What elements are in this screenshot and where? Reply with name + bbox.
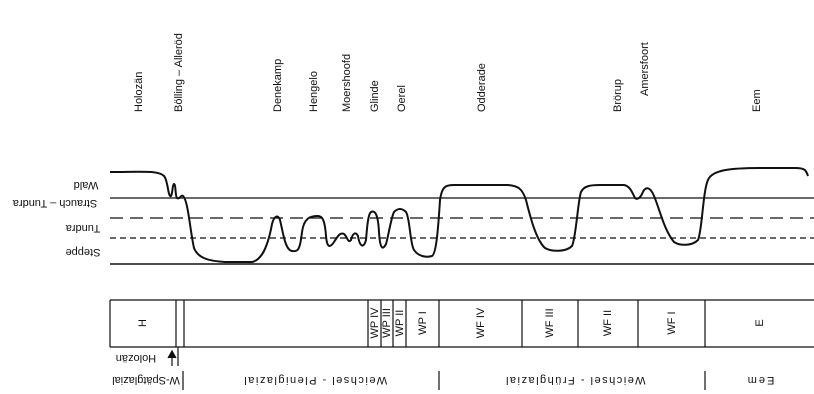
zone-wp1: WP I [417, 311, 429, 335]
label-steppe: Steppe [66, 246, 101, 258]
zone-wp4: WP IV [369, 307, 381, 339]
vegetation-curve [109, 167, 809, 263]
zone-strip [109, 299, 814, 348]
zone-h: H [137, 319, 149, 327]
zone-wf1: WF I [666, 311, 678, 334]
label-w-spaetglazial: W-Spätglazial [112, 374, 180, 386]
label-weichsel-pleniglazial: Weichsel - Pleniglazial [243, 374, 387, 386]
holozaen-marker [167, 347, 179, 366]
zone-wf2: WF II [602, 310, 614, 336]
label-odderade: Odderade [476, 63, 488, 112]
label-strauch-tundra: Strauch – Tundra [12, 197, 97, 209]
zone-e: E [754, 319, 766, 326]
zone-wp3: WP III [381, 308, 393, 338]
period-dividers [182, 371, 706, 390]
label-eem-bottom: Eem [746, 374, 775, 386]
label-boelling-alleroed: Bölling – Alleröd [173, 33, 185, 112]
label-holozaen-bottom: Holozän [116, 352, 156, 364]
label-broerup: Brörup [612, 79, 624, 112]
label-glinde: Glinde [369, 80, 381, 112]
label-denekamp: Denekamp [272, 59, 284, 112]
level-lines [110, 197, 814, 265]
zone-labels: H WP IV WP III WP II WP I WF IV WF III W… [137, 307, 766, 339]
zone-wf4: WF IV [475, 307, 487, 338]
label-weichsel-fruehglazial: Weichsel - Frühglazial [504, 374, 645, 386]
label-amersfoort: Amersfoort [639, 42, 651, 96]
label-eem: Eem [751, 89, 763, 112]
label-tundra: Tundra [65, 222, 100, 234]
vegetation-labels: Wald Strauch – Tundra Tundra Steppe [12, 179, 101, 258]
label-wald: Wald [74, 179, 99, 191]
top-labels: Holozän Bölling – Alleröd Denekamp Henge… [133, 33, 763, 112]
label-hengelo: Hengelo [308, 71, 320, 112]
zone-wf3: WF III [544, 308, 556, 337]
zone-wp2: WP II [394, 310, 406, 337]
label-moershoofd: Moershoofd [341, 54, 353, 112]
holozaen-arrow-head [167, 349, 177, 359]
label-oerel: Oerel [396, 85, 408, 112]
label-holozaen: Holozän [133, 72, 145, 112]
